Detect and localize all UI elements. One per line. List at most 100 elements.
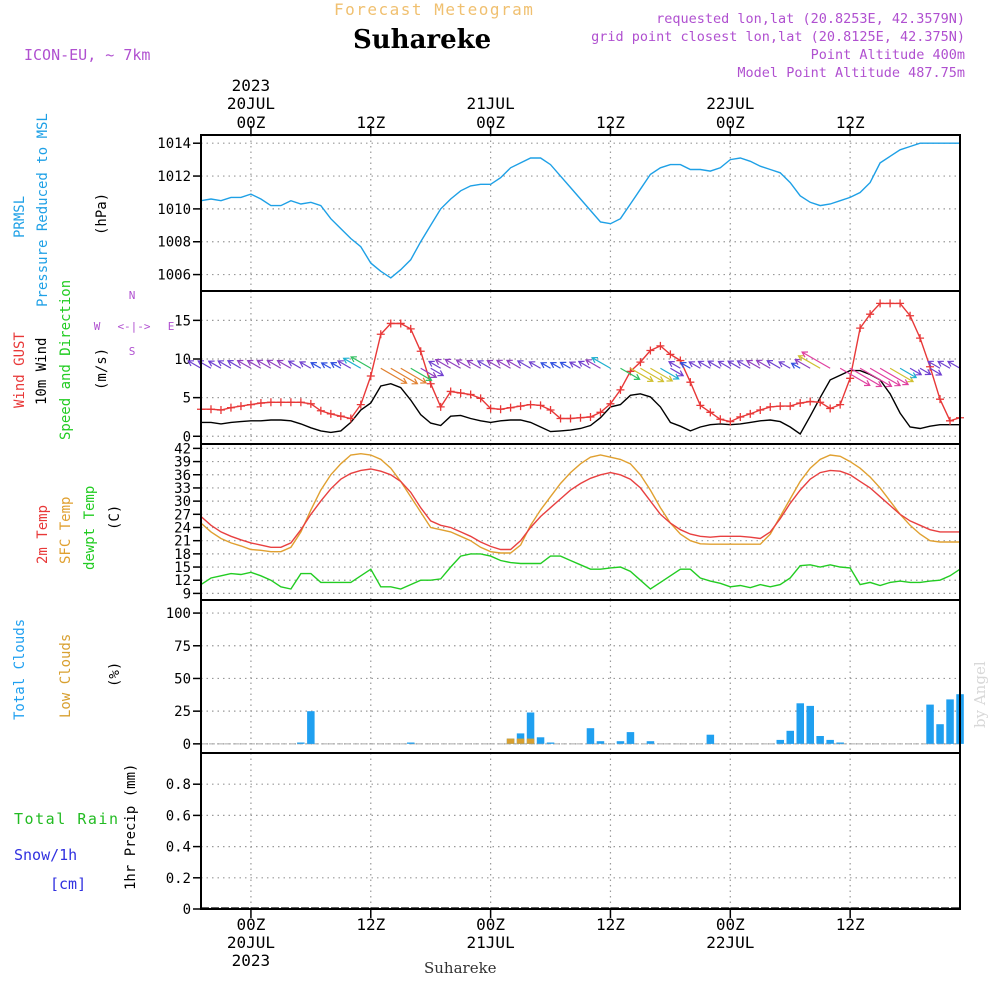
gust-marker <box>766 402 775 411</box>
gust-marker <box>726 417 735 426</box>
gust-marker <box>466 390 475 399</box>
y-tick-label: 24 <box>174 520 191 536</box>
gust-marker <box>886 299 895 308</box>
total-cloud-bar <box>626 732 635 744</box>
gust-marker <box>526 400 535 409</box>
wind-arrow <box>839 367 871 387</box>
temp-gridlines <box>201 444 960 600</box>
total-cloud-bar <box>536 737 545 744</box>
wind-arrow <box>444 358 461 369</box>
gust-marker <box>366 372 375 380</box>
wind-arrow <box>584 359 601 369</box>
wind-arrow <box>879 367 910 386</box>
gust-marker <box>576 413 585 422</box>
gust-marker <box>476 394 485 403</box>
gust-marker <box>646 346 655 355</box>
x-tick-time-label: 12Z <box>356 915 385 934</box>
label-precip-unit: 1hr Precip (mm) <box>123 764 139 890</box>
pressure-line <box>200 142 960 279</box>
y-tick-label: 33 <box>174 481 191 497</box>
total-cloud-bar <box>616 741 625 744</box>
gust-marker <box>456 389 465 397</box>
wind-panel-labels: Wind GUST 10m Wind Speed and Direction (… <box>12 280 174 440</box>
y-tick-label: 36 <box>174 468 191 484</box>
x-tick-time-label: 00Z <box>236 915 265 934</box>
label-cloud-unit: (%) <box>107 662 123 687</box>
y-tick-label: 21 <box>174 534 191 550</box>
label-snow-unit: [cm] <box>50 875 86 893</box>
x-tick-day-label: 21JUL <box>467 933 515 952</box>
wind-arrow <box>717 360 731 369</box>
gust-marker <box>246 400 255 409</box>
x-tick-day-label: 21JUL <box>467 94 515 113</box>
gust-marker <box>266 398 275 407</box>
y-tick-label: 1012 <box>157 169 191 185</box>
wind-arrow <box>540 362 551 369</box>
wind-arrow <box>466 359 481 369</box>
compass-south: S <box>129 345 136 358</box>
label-low-clouds: Low Clouds <box>58 634 74 718</box>
wind-arrow <box>276 359 292 369</box>
y-tick-label: 50 <box>174 671 191 687</box>
gust-marker <box>496 405 505 414</box>
y-tick-label: 0.6 <box>166 808 191 824</box>
y-tick-label: 1014 <box>157 136 191 152</box>
total-cloud-bar <box>586 728 595 744</box>
wind-arrow <box>688 361 701 369</box>
requested-coords: requested lon,lat (20.8253E, 42.3579N) <box>656 11 965 27</box>
gust-marker <box>256 399 265 408</box>
wind-arrow <box>320 362 332 369</box>
wind-arrow <box>909 367 923 376</box>
wind-arrow <box>660 367 680 380</box>
wind-arrow <box>755 359 771 369</box>
gust-marker <box>346 414 355 423</box>
total-cloud-bar <box>546 742 555 744</box>
gust-marker <box>416 347 425 356</box>
x-tick-time-label: 12Z <box>596 915 625 934</box>
precip-gridlines <box>201 753 960 910</box>
total-cloud-bar <box>596 741 605 744</box>
total-cloud-bar <box>776 739 784 744</box>
wind-arrow <box>549 362 561 369</box>
gust-marker <box>836 400 845 409</box>
total-cloud-bar <box>926 704 934 744</box>
gust-marker <box>746 409 755 418</box>
gust-marker <box>856 324 865 333</box>
gust-marker <box>606 399 615 408</box>
gust-marker <box>896 299 905 308</box>
precip-frame <box>200 752 961 910</box>
x-tick-day-label: 20JUL <box>227 933 275 952</box>
wind-arrow <box>226 360 242 369</box>
y-tick-label: 0.2 <box>166 871 191 887</box>
y-tick-label: 10 <box>174 352 191 368</box>
temp-2m-line <box>200 468 960 551</box>
gust-marker <box>206 405 215 414</box>
y-tick-label: 0.4 <box>166 840 191 856</box>
y-tick-label: 100 <box>166 606 191 622</box>
gust-marker <box>616 385 625 394</box>
gust-marker <box>546 406 555 414</box>
gust-marker <box>756 406 765 414</box>
x-tick-day-label: 20JUL <box>227 94 275 113</box>
compass-arrows: <-|-> <box>117 320 150 333</box>
gust-marker <box>396 319 405 328</box>
gust-marker <box>426 379 435 388</box>
wind-arrow <box>236 359 252 369</box>
wind-arrow <box>929 367 943 376</box>
wind-arrow <box>217 360 232 369</box>
gust-marker <box>586 412 595 421</box>
gust-marker <box>656 341 665 350</box>
wind-arrow <box>630 367 654 382</box>
y-tick-label: 1010 <box>157 202 191 218</box>
y-tick-label: 0 <box>183 902 191 918</box>
label-wind-gust: Wind GUST <box>12 332 28 408</box>
label-speed-direction: Speed and Direction <box>58 280 74 440</box>
wind-arrow <box>620 367 641 380</box>
wind-arrow <box>790 362 801 369</box>
compass-west: W <box>94 320 101 333</box>
x-tick-year-label: 2023 <box>232 76 271 95</box>
x-tick-time-label: 00Z <box>476 113 505 132</box>
label-temp-unit: (C) <box>107 505 123 530</box>
